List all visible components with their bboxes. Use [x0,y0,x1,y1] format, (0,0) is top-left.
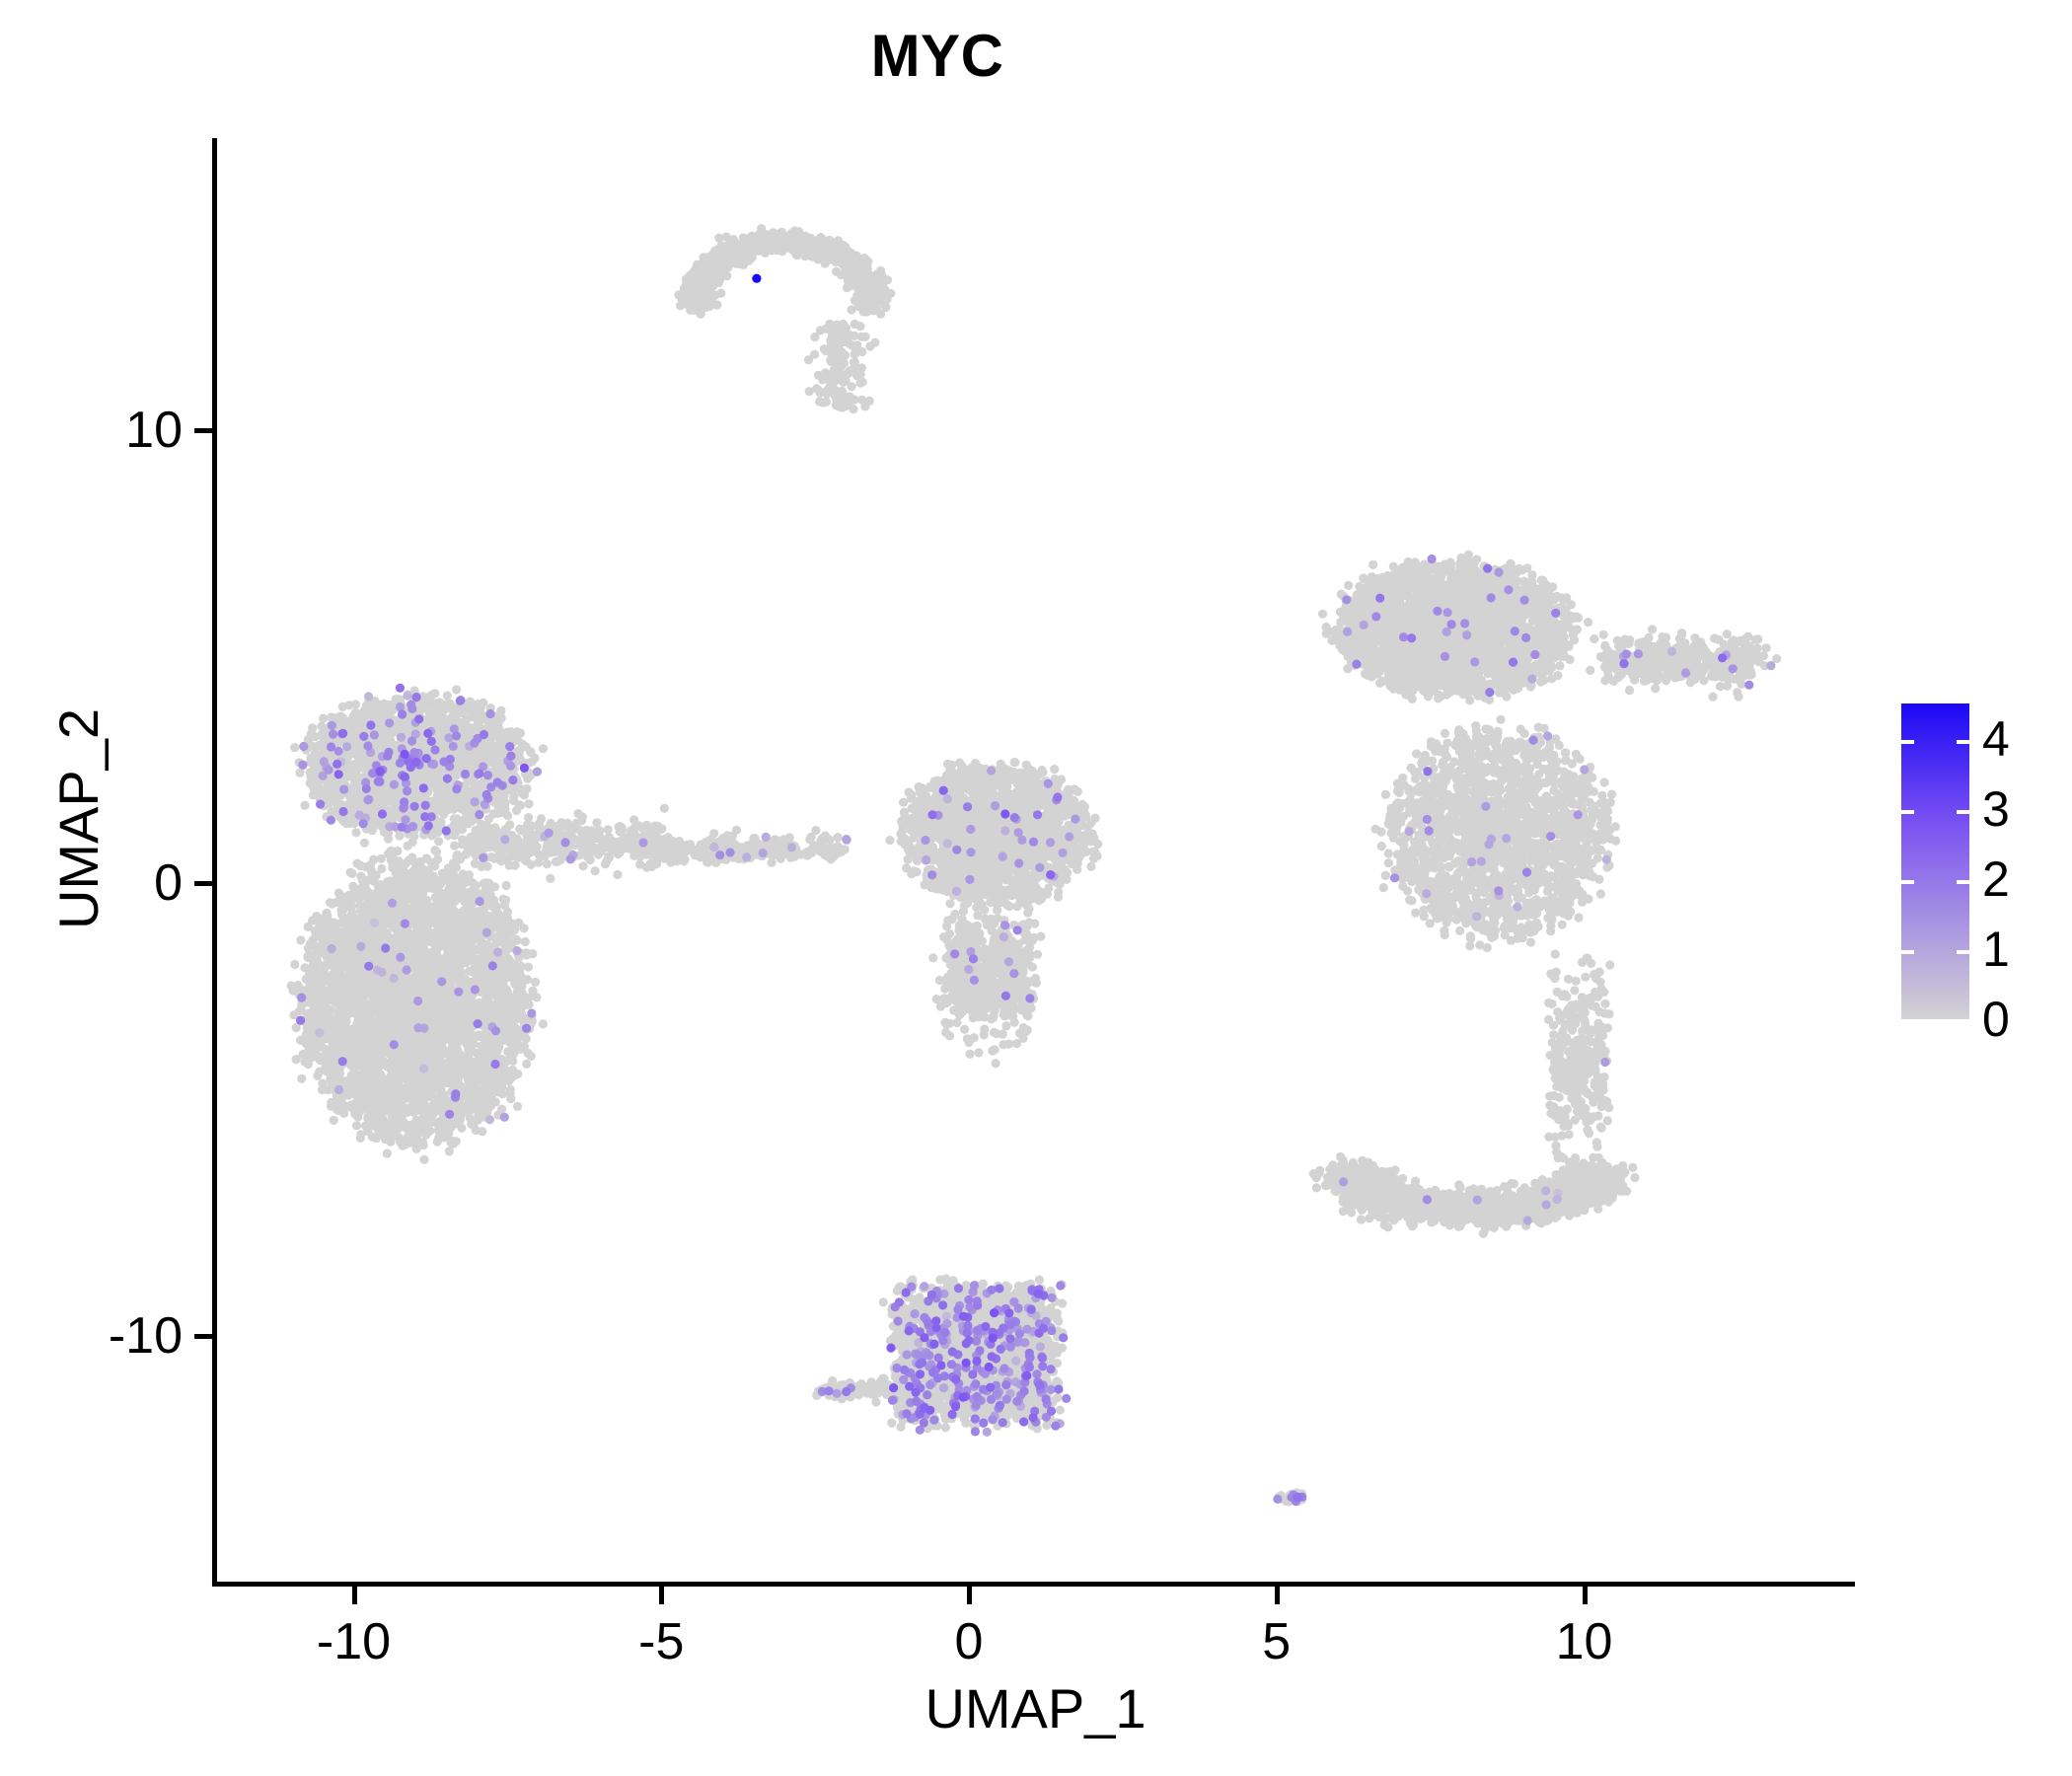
colorbar-gradient [1901,703,1969,1019]
colorbar-tick-mark [1957,739,1969,744]
colorbar-tick-mark [1957,809,1969,814]
x-tick-mark [1274,1587,1280,1604]
color-legend: 4 3 2 1 0 [1899,701,2057,1044]
x-axis-line [212,1582,1855,1587]
plot-panel [216,138,1855,1585]
x-tick-mark [967,1587,972,1604]
y-tick-mark [194,1334,212,1339]
colorbar-tick-label: 2 [1982,851,2010,907]
colorbar-tick-mark [1957,879,1969,884]
x-tick-mark [351,1587,357,1604]
y-tick-label: 10 [125,402,183,459]
x-tick-label: 10 [1555,1613,1613,1670]
x-axis-title: UMAP_1 [925,1677,1147,1739]
colorbar-tick-mark [1901,879,1914,884]
colorbar-tick-mark [1957,1020,1969,1024]
x-tick-label: -5 [638,1613,685,1670]
colorbar-tick-label: 3 [1982,780,2010,837]
y-tick-mark [194,428,212,433]
page-title: MYC [870,23,1004,89]
x-tick-label: 5 [1262,1613,1292,1670]
colorbar [1901,703,1969,1024]
colorbar-tick-mark [1901,809,1914,814]
y-tick-label: -10 [108,1307,183,1365]
colorbar-tick-label: 0 [1982,992,2010,1047]
colorbar-tick-label: 4 [1982,710,2010,767]
colorbar-tick-mark [1957,949,1969,954]
y-tick-label: 0 [154,854,183,912]
colorbar-tick-label: 1 [1982,921,2010,977]
colorbar-tick-mark [1901,739,1914,744]
y-tick-mark [194,881,212,886]
scatter-points-layer [286,224,1782,1507]
y-axis-line [212,138,217,1587]
x-tick-label: -10 [316,1613,392,1670]
y-axis-title: UMAP_2 [47,707,110,930]
x-tick-label: 0 [954,1613,984,1670]
x-tick-mark [659,1587,665,1604]
x-tick-mark [1582,1587,1588,1604]
colorbar-tick-mark [1901,1020,1914,1024]
colorbar-tick-mark [1901,949,1914,954]
